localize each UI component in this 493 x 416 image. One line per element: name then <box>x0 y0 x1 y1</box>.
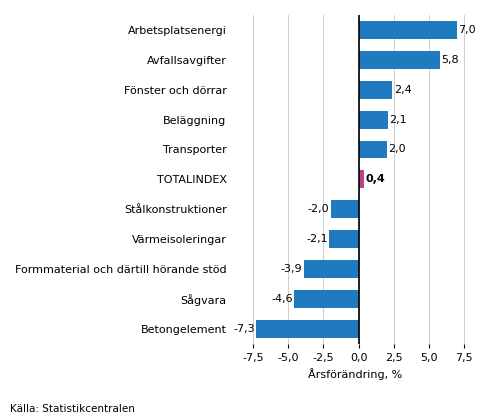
Text: 7,0: 7,0 <box>458 25 476 35</box>
Text: 0,4: 0,4 <box>366 174 386 184</box>
Text: 2,1: 2,1 <box>389 114 407 124</box>
Text: Källa: Statistikcentralen: Källa: Statistikcentralen <box>10 404 135 414</box>
Bar <box>358 51 440 69</box>
Text: -3,9: -3,9 <box>281 264 302 274</box>
X-axis label: Årsförändring, %: Årsförändring, % <box>308 368 402 380</box>
Text: 5,8: 5,8 <box>441 55 459 65</box>
Text: -4,6: -4,6 <box>271 294 292 304</box>
Bar <box>358 81 392 99</box>
Text: -7,3: -7,3 <box>233 324 255 334</box>
Bar <box>329 230 358 248</box>
Bar <box>358 111 388 129</box>
Bar <box>294 290 358 308</box>
Bar <box>358 21 457 39</box>
Bar <box>304 260 358 278</box>
Text: 2,0: 2,0 <box>388 144 406 154</box>
Bar <box>358 141 387 158</box>
Bar <box>330 200 358 218</box>
Bar <box>358 171 364 188</box>
Text: 2,4: 2,4 <box>394 85 412 95</box>
Text: -2,1: -2,1 <box>306 234 328 244</box>
Text: -2,0: -2,0 <box>308 204 329 214</box>
Bar <box>256 320 358 338</box>
